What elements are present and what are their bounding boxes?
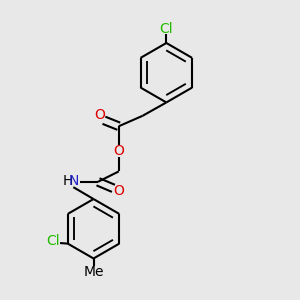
- Text: H: H: [62, 174, 73, 188]
- Text: N: N: [68, 174, 79, 188]
- Text: O: O: [113, 184, 124, 198]
- Text: O: O: [113, 144, 124, 158]
- Text: Cl: Cl: [47, 234, 60, 248]
- Text: Cl: Cl: [160, 22, 173, 36]
- Text: O: O: [94, 108, 105, 122]
- Text: Me: Me: [84, 265, 104, 279]
